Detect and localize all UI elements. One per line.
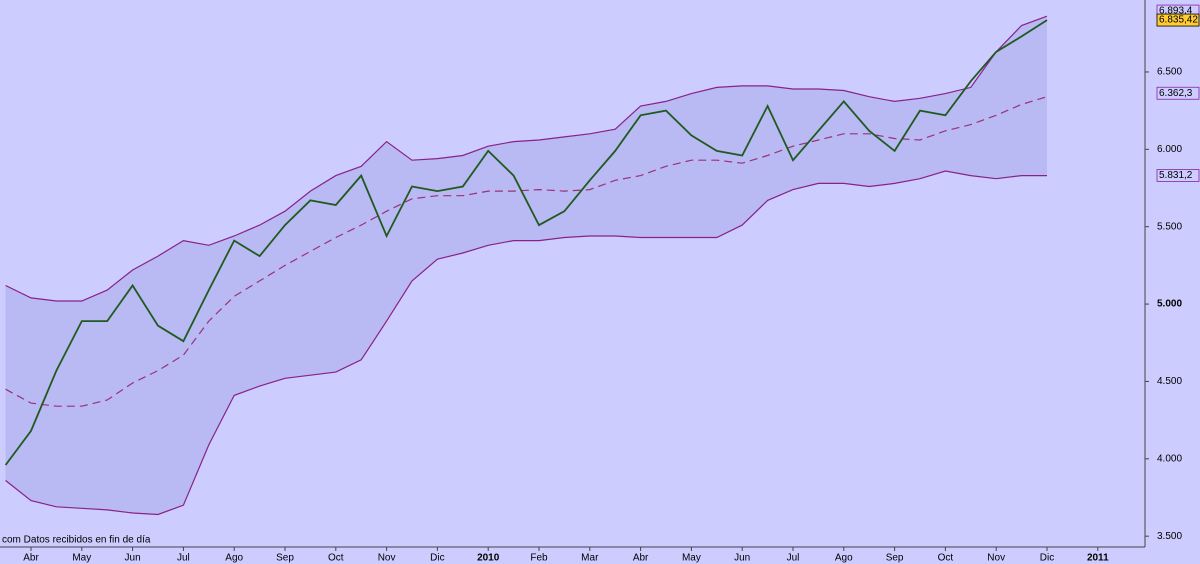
x-tick-label: Oct bbox=[938, 553, 954, 564]
x-tick-label: Feb bbox=[530, 553, 548, 564]
y-tick-label: 4.500 bbox=[1157, 376, 1182, 387]
y-tick-label: 6.500 bbox=[1157, 67, 1182, 78]
series-line bbox=[5, 96, 1048, 407]
series-line bbox=[5, 170, 1047, 516]
x-tick-label: 2011 bbox=[1087, 553, 1109, 564]
x-tick-label: Oct bbox=[328, 553, 344, 564]
x-tick-label: May bbox=[72, 553, 91, 564]
series-line bbox=[5, 15, 1048, 302]
series-line bbox=[4, 19, 1048, 466]
price-label-box bbox=[1156, 13, 1200, 27]
y-tick-label: 6.000 bbox=[1157, 144, 1182, 155]
y-tick-label: 5.000 bbox=[1157, 299, 1182, 310]
price-label: 5.831,2 bbox=[1159, 170, 1193, 181]
x-tick-label: Nov bbox=[987, 553, 1005, 564]
x-tick-label: Dic bbox=[430, 553, 444, 564]
y-tick-label: 5.500 bbox=[1157, 221, 1182, 232]
x-tick-label: Nov bbox=[378, 553, 396, 564]
note: com Datos recibidos en fin de día bbox=[2, 535, 151, 546]
x-tick-label: Jun bbox=[734, 553, 750, 564]
y-tick-label: 4.000 bbox=[1157, 453, 1182, 464]
x-tick-label: Ago bbox=[225, 553, 243, 564]
x-tick-label: Abr bbox=[23, 553, 39, 564]
x-tick-label: 2010 bbox=[477, 553, 500, 564]
band-fill bbox=[5, 16, 1048, 515]
x-tick-label: May bbox=[682, 553, 701, 564]
x-tick-label: Abr bbox=[633, 553, 649, 564]
axis-background bbox=[1145, 0, 1200, 564]
x-tick-label: Dic bbox=[1040, 553, 1054, 564]
price-label-box bbox=[1156, 169, 1200, 182]
x-tick-label: Mar bbox=[581, 553, 599, 564]
x-tick-label: Sep bbox=[276, 553, 294, 564]
price-label: 6.893,4 bbox=[1159, 6, 1193, 17]
x-tick-label: Jul bbox=[787, 553, 800, 564]
y-tick-label: 3.500 bbox=[1157, 531, 1182, 542]
price-label-box bbox=[1156, 86, 1200, 100]
x-tick-label: Jun bbox=[125, 553, 141, 564]
x-tick-label: Ago bbox=[835, 553, 853, 564]
price-label: 6.835,42 bbox=[1159, 15, 1198, 26]
price-label: 6.362,3 bbox=[1159, 88, 1193, 99]
x-tick-label: Sep bbox=[886, 553, 904, 564]
x-tick-label: Jul bbox=[177, 553, 190, 564]
